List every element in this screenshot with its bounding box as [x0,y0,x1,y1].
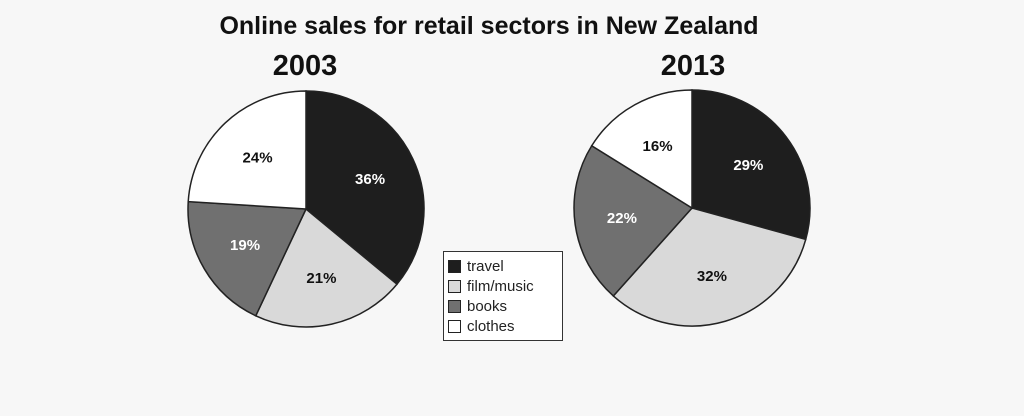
pie-2013-slice-film-music [612,207,807,327]
legend-swatch-film-music [448,279,461,293]
legend-swatch-books [448,299,461,313]
legend-item-travel: travel [448,256,562,276]
pie-2013-label-film-music: 32% [697,268,727,285]
chart-title: Online sales for retail sectors in New Z… [219,12,759,40]
legend-label-travel: travel [467,257,504,275]
pie-2013: 29% 32% 22% 16% [573,89,811,327]
pie-2003-label-travel: 36% [355,171,385,188]
legend-item-clothes: clothes [448,316,562,336]
pie-2013-slice-travel [691,89,811,241]
pie-2013-label-clothes: 16% [643,138,673,155]
pie-2003: 36% 21% 19% 24% [187,90,425,328]
pie-2003-label-film-music: 21% [306,270,336,287]
pie-2003-slice-film-music [254,207,398,328]
legend-label-film-music: film/music [467,277,534,295]
pie-2003-label-clothes: 24% [243,149,273,166]
pie-2003-slice-clothes [187,90,307,210]
legend-swatch-travel [448,259,461,273]
pie-2003-slice-books [187,200,308,317]
pie-2003-title: 2003 [272,50,338,82]
legend-swatch-clothes [448,319,461,333]
pie-2013-title: 2013 [660,50,726,82]
legend: travel film/music books clothes [443,251,563,341]
pie-2013-label-books: 22% [607,210,637,227]
legend-label-clothes: clothes [467,317,515,335]
pie-2013-label-travel: 29% [733,157,763,174]
pie-2013-slice-clothes [590,89,693,210]
legend-item-film-music: film/music [448,276,562,296]
legend-label-books: books [467,297,508,315]
pie-2013-slice-books [573,144,694,298]
pie-2003-label-books: 19% [230,237,260,254]
legend-item-books: books [448,296,562,316]
pie-2003-slice-travel [305,90,425,286]
